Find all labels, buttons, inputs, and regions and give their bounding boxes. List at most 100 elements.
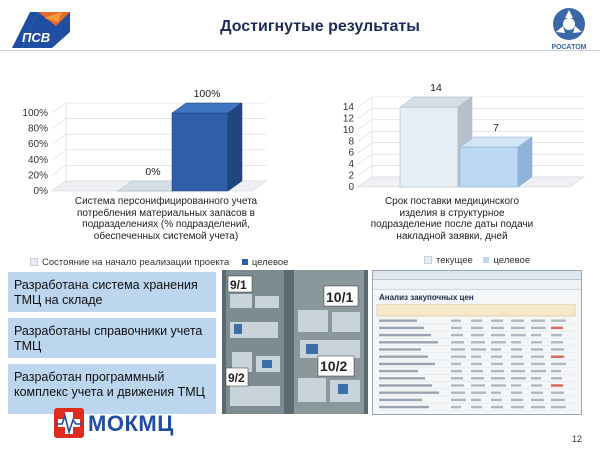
y-tick-label: 40% [28, 155, 48, 166]
row-cell [551, 333, 562, 337]
row-cell [471, 341, 485, 344]
row-text [379, 348, 421, 351]
row-cell [471, 384, 485, 387]
row-cell [471, 377, 484, 380]
chart-personal-accounting: 0% 20% 40% 60% 80% 100% 0% 100% [22, 88, 267, 195]
y-tick-label: 4 [348, 159, 354, 170]
row-cell [491, 362, 503, 366]
row-cell [531, 362, 545, 366]
y-tick-label: 0% [34, 186, 49, 195]
row-text [379, 355, 428, 358]
row-cell [531, 377, 541, 380]
row-cell [511, 355, 523, 358]
row-cell [491, 319, 503, 322]
row-cell [531, 348, 543, 351]
legend-swatch-current [30, 258, 38, 267]
legend-swatch-target [483, 257, 490, 264]
row-text [379, 341, 438, 344]
y-tick-label: 0 [348, 182, 354, 193]
row-cell [491, 333, 505, 337]
chart2-legend: текущее целевое [424, 255, 530, 266]
row-cell [551, 398, 565, 402]
data-label: 7 [493, 122, 499, 134]
shelf-label-10-1: 10/1 [326, 289, 353, 305]
y-tick-label: 6 [348, 148, 354, 159]
row-cell [511, 348, 522, 351]
row-text [379, 405, 429, 409]
row-cell [451, 391, 465, 394]
warehouse-photo: 9/1 10/1 9/2 10/2 [222, 270, 368, 414]
row-highlight [551, 355, 563, 358]
row-cell [511, 377, 526, 380]
legend-target-label: целевое [251, 257, 289, 268]
row-cell [551, 362, 566, 366]
chart1-caption: Система персонифицированного учета потре… [74, 196, 258, 242]
row-text [379, 362, 435, 366]
row-cell [531, 341, 542, 344]
header-divider [0, 50, 600, 51]
row-cell [491, 355, 502, 358]
data-label: 14 [430, 82, 442, 94]
y-tick-label: 14 [343, 102, 355, 113]
row-cell [531, 405, 545, 409]
row-text [379, 319, 417, 322]
row-cell [451, 377, 463, 380]
row-cell [471, 355, 481, 358]
row-cell [451, 398, 466, 402]
row-cell [471, 405, 482, 409]
row-cell [491, 326, 504, 330]
row-text [379, 333, 431, 337]
row-cell [511, 405, 524, 409]
row-cell [471, 391, 486, 394]
result-software-complex: Разработан программный комплекс учета и … [8, 364, 216, 414]
row-cell [491, 384, 506, 387]
row-cell [511, 384, 521, 387]
page-number: 12 [572, 434, 583, 444]
row-cell [451, 362, 461, 366]
row-cell [531, 369, 546, 373]
row-cell [511, 341, 521, 344]
y-tick-label: 100% [22, 108, 48, 119]
row-cell [451, 348, 465, 351]
row-cell [451, 355, 466, 358]
mokmc-text: МОКМЦ [88, 411, 174, 436]
row-cell [451, 326, 462, 330]
legend-current-label: Состояние на начало реализации проекта [42, 257, 230, 268]
row-cell [451, 384, 464, 387]
chart2-caption: Срок поставки медицинского изделия в стр… [370, 196, 534, 242]
row-cell [551, 405, 566, 409]
result-reference-books: Разработаны справочники учета ТМЦ [8, 318, 216, 358]
row-text [379, 377, 425, 380]
y-tick-label: 8 [348, 136, 354, 147]
row-cell [471, 348, 486, 351]
row-cell [491, 341, 506, 344]
psv-logo: ПСВ [8, 8, 76, 50]
rosatom-label: РОСАТОМ [551, 44, 587, 51]
row-cell [491, 391, 501, 394]
legend-swatch-current [424, 256, 432, 265]
row-text [379, 326, 424, 330]
shelf-label-9-1: 9/1 [230, 278, 247, 292]
row-cell [511, 391, 522, 394]
bar-side-1 [227, 102, 243, 192]
row-cell [471, 369, 483, 373]
row-cell [491, 348, 501, 351]
bar-side-1 [517, 136, 533, 188]
row-cell [451, 369, 462, 373]
screenshot-table [376, 303, 576, 411]
row-cell [451, 333, 463, 337]
mokmc-logo: МОКМЦ [52, 404, 182, 442]
row-cell [531, 319, 545, 322]
row-cell [511, 362, 524, 366]
y-tick-label: 2 [348, 171, 354, 182]
row-cell [551, 319, 566, 322]
row-cell [471, 326, 483, 330]
row-cell [531, 398, 544, 402]
screenshot-titlebar [373, 271, 581, 280]
row-highlight [551, 384, 563, 387]
page-title: Достигнутые результаты [220, 18, 420, 35]
legend-swatch-target [241, 259, 248, 266]
chart1-legend: Состояние на начало реализации проекта ц… [30, 257, 288, 268]
bar-1 [171, 112, 229, 192]
row-cell [551, 377, 562, 380]
